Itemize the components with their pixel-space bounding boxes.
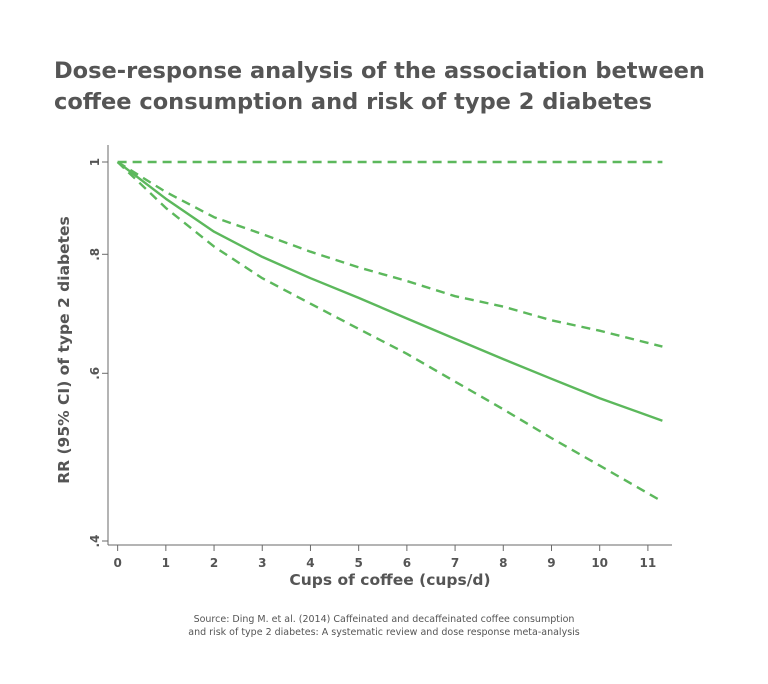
x-tick-label: 7 — [451, 556, 459, 570]
source-line-1: Source: Ding M. et al. (2014) Caffeinate… — [193, 614, 575, 625]
source-note: Source: Ding M. et al. (2014) Caffeinate… — [150, 613, 618, 639]
y-tick-label: .6 — [88, 367, 102, 380]
upper-ci-line — [116, 160, 663, 348]
chart-axes — [102, 145, 672, 551]
x-tick-label: 11 — [640, 556, 657, 570]
x-tick-label: 0 — [113, 556, 121, 570]
lower-ci-line — [116, 161, 663, 503]
x-tick-label: 2 — [210, 556, 218, 570]
y-tick-label: .4 — [88, 535, 102, 548]
y-tick-label: .8 — [88, 248, 102, 261]
x-tick-label: 5 — [354, 556, 362, 570]
chart-title-line-2: coffee consumption and risk of type 2 di… — [54, 89, 653, 115]
x-tick-label: 6 — [403, 556, 411, 570]
chart-series — [116, 160, 663, 503]
x-tick-label: 10 — [591, 556, 608, 570]
chart-labels: 0 1 2 3 4 5 6 7 8 9 10 11 .4 .6 .8 1 Cups of coffee (cup… — [55, 158, 656, 589]
y-tick-label: 1 — [88, 158, 102, 166]
chart-title-line-1: Dose-response analysis of the associatio… — [54, 58, 705, 84]
x-tick-label: 9 — [547, 556, 555, 570]
x-tick-label: 1 — [162, 556, 170, 570]
estimate-line — [116, 161, 663, 422]
x-axis-title: Cups of coffee (cups/d) — [289, 571, 490, 589]
x-tick-label: 4 — [306, 556, 314, 570]
y-axis-title: RR (95% CI) of type 2 diabetes — [55, 216, 73, 484]
chart-title: Dose-response analysis of the associatio… — [54, 56, 734, 118]
x-tick-label: 3 — [258, 556, 266, 570]
source-line-2: and risk of type 2 diabetes: A systemati… — [188, 627, 580, 638]
x-tick-label: 8 — [499, 556, 507, 570]
